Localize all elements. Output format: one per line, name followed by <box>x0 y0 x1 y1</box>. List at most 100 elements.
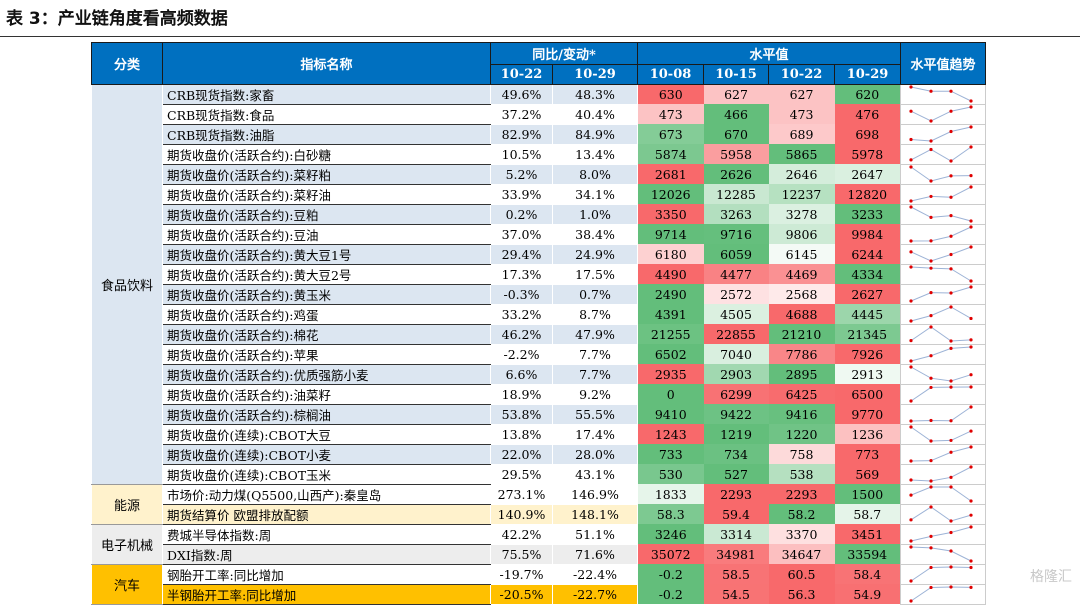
sparkline-point <box>909 365 913 369</box>
sparkline-point <box>969 565 973 570</box>
yoy-value: 75.5% <box>490 543 553 565</box>
sparkline-point <box>969 99 973 103</box>
yoy-value: 0.7% <box>552 283 638 305</box>
level-value: 12285 <box>703 184 769 204</box>
level-value: 1243 <box>637 424 704 444</box>
sparkline-point <box>909 419 913 423</box>
table-row: 食品饮料 CRB现货指数:家畜 49.6% 48.3% 630 627 627 620 <box>91 83 986 485</box>
sparkline-point <box>969 279 973 283</box>
sparkline <box>909 425 973 443</box>
level-value: 2572 <box>703 284 769 304</box>
header-yoy: 同比/变动* <box>490 42 638 65</box>
sparkline-cell <box>900 203 986 225</box>
sparkline <box>909 485 973 503</box>
level-value: 6244 <box>834 244 901 264</box>
level-value: 6425 <box>768 384 835 404</box>
sparkline-line <box>910 126 972 142</box>
table-row: 期货结算价 欧盟排放配额 140.9% 148.1% 58.3 59.4 58.2 58.7 <box>92 503 986 525</box>
sparkline-point <box>929 291 933 295</box>
sparkline <box>909 585 973 603</box>
indicator-name: 期货收盘价(活跃合约):鸡蛋 <box>162 303 491 325</box>
table-row: 期货收盘价(活跃合约):油菜籽 18.9% 9.2% 0 6299 6425 6500 <box>92 383 986 405</box>
table-row: 期货收盘价(活跃合约):棕榈油 53.8% 55.5% 9410 9422 9416 977… <box>92 403 986 425</box>
level-value: 627 <box>703 84 769 104</box>
sparkline-point <box>949 438 953 443</box>
level-value: 2568 <box>768 284 835 304</box>
level-value: 2895 <box>768 364 835 384</box>
sparkline-line <box>910 266 972 282</box>
table-row: 期货收盘价(活跃合约):黄大豆1号 29.4% 24.9% 6180 6059 6145 6… <box>92 243 986 265</box>
yoy-value: 6.6% <box>490 363 553 385</box>
level-value: 34647 <box>768 544 835 564</box>
level-value: 21345 <box>834 324 901 344</box>
sparkline-cell <box>900 183 986 205</box>
sparkline-point <box>909 339 913 343</box>
level-value: -0.2 <box>637 564 704 584</box>
indicator-name: 期货收盘价(活跃合约):菜籽粕 <box>162 163 491 185</box>
sparkline-point <box>969 499 973 503</box>
indicator-name: 期货收盘价(活跃合约):黄大豆2号 <box>162 263 491 285</box>
sparkline-point <box>909 299 913 303</box>
indicator-name: CRB现货指数:食品 <box>162 103 491 125</box>
level-value: 6502 <box>637 344 704 364</box>
level-value: 59.4 <box>703 504 769 524</box>
level-value: 2293 <box>768 484 835 504</box>
level-value: 7040 <box>703 344 769 364</box>
sparkline-point <box>929 179 933 183</box>
sparkline-point <box>969 385 973 389</box>
sparkline <box>909 85 973 103</box>
sparkline-point <box>949 549 953 553</box>
sparkline-point <box>909 579 913 583</box>
table-row: 期货收盘价(连续):CBOT大豆 13.8% 17.4% 1243 1219 1220 12… <box>92 423 986 445</box>
indicator-name: 期货收盘价(活跃合约):豆油 <box>162 223 491 245</box>
sparkline-point <box>909 599 913 603</box>
sparkline-point <box>929 215 933 220</box>
sparkline-point <box>949 346 953 350</box>
level-value: 35072 <box>637 544 704 564</box>
yoy-value: 29.4% <box>490 243 553 265</box>
sparkline-point <box>929 546 933 550</box>
level-value: 758 <box>768 444 835 464</box>
level-value: 1833 <box>637 484 704 504</box>
yoy-value: 46.2% <box>490 323 553 345</box>
level-value: 9422 <box>703 404 769 424</box>
sparkline-point <box>949 339 953 343</box>
sparkline-point <box>969 373 973 377</box>
indicator-name: 期货结算价 欧盟排放配额 <box>162 503 491 525</box>
level-value: 6145 <box>768 244 835 264</box>
sparkline-line <box>910 526 972 542</box>
level-value: -0.2 <box>637 584 704 604</box>
sparkline <box>909 185 973 203</box>
yoy-value: 47.9% <box>552 323 638 345</box>
sparkline-point <box>909 425 913 429</box>
level-value: 630 <box>637 84 704 104</box>
level-value: 476 <box>834 104 901 124</box>
header-level: 水平值 <box>637 42 901 65</box>
level-value: 9806 <box>768 224 835 244</box>
sparkline-line <box>910 86 972 102</box>
sparkline-point <box>909 199 913 203</box>
header-trend: 水平值趋势 <box>900 42 986 85</box>
watermark-logo: 格隆汇 <box>1030 569 1072 585</box>
yoy-value: 5.2% <box>490 163 553 185</box>
sparkline-point <box>949 267 953 271</box>
level-value: 538 <box>768 464 835 484</box>
level-value: 6500 <box>834 384 901 404</box>
level-value: 2490 <box>637 284 704 304</box>
indicator-name: 半钢胎开工率:同比增加 <box>162 583 491 605</box>
table-row: 汽车 钢胎开工率:同比增加 -19.7% -22.4% -0.2 58.5 60.5 58.4 <box>91 563 986 605</box>
table-row: 期货收盘价(活跃合约):白砂糖 10.5% 13.4% 5874 5958 5865 597… <box>92 143 986 165</box>
sparkline-point <box>969 185 973 189</box>
sparkline-point <box>909 459 913 463</box>
level-value: 4391 <box>637 304 704 324</box>
sparkline-cell <box>900 83 986 105</box>
level-value: 466 <box>703 104 769 124</box>
yoy-value: -22.7% <box>552 583 638 605</box>
level-value: 4688 <box>768 304 835 324</box>
yoy-value: 38.4% <box>552 223 638 245</box>
table-row: 期货收盘价(活跃合约):棉花 46.2% 47.9% 21255 22855 21210 2… <box>92 323 986 345</box>
sparkline-point <box>929 314 933 318</box>
indicator-name: 期货收盘价(活跃合约):菜籽油 <box>162 183 491 205</box>
sparkline-point <box>949 195 953 199</box>
sparkline-point <box>969 105 973 109</box>
